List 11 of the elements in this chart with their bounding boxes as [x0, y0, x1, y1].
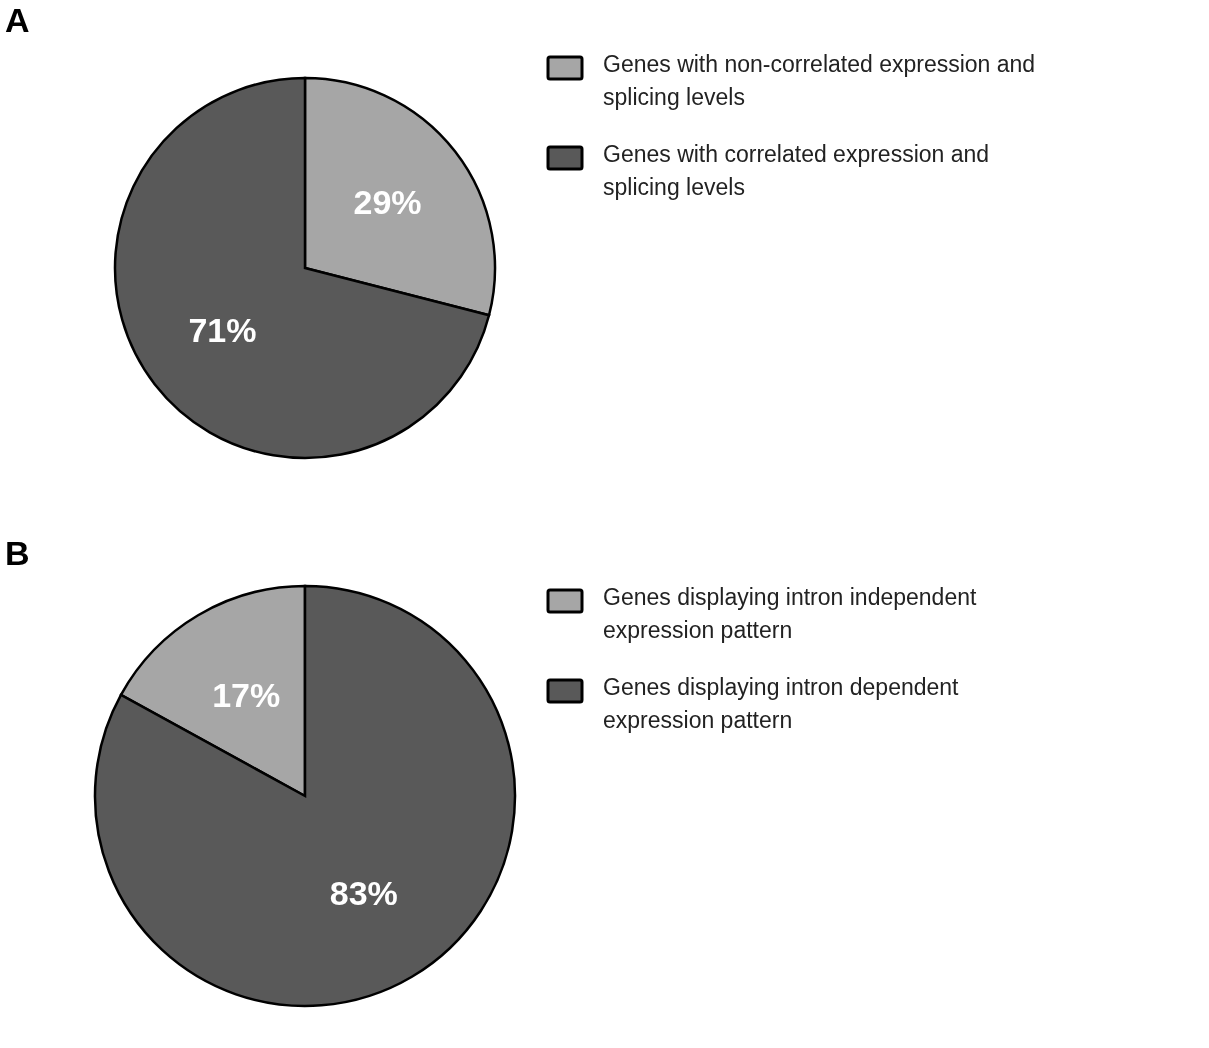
- chart-title: A: [5, 1, 30, 39]
- legend-label: Genes with non-correlated expression and splicing levels: [603, 51, 1036, 110]
- data-label: 29%: [353, 182, 422, 221]
- data-label: 17%: [212, 675, 281, 714]
- data-label: 71%: [188, 311, 257, 350]
- legend-label: Genes displaying intron independent expression pattern: [603, 584, 977, 643]
- pie-slice: [93, 584, 517, 1008]
- legend-label: Genes with correlated expression and splicing levels: [603, 141, 990, 200]
- data-label: 83%: [329, 874, 398, 913]
- legend-label: Genes displaying intron dependent expression pattern: [603, 674, 960, 733]
- chart-title: B: [5, 534, 30, 572]
